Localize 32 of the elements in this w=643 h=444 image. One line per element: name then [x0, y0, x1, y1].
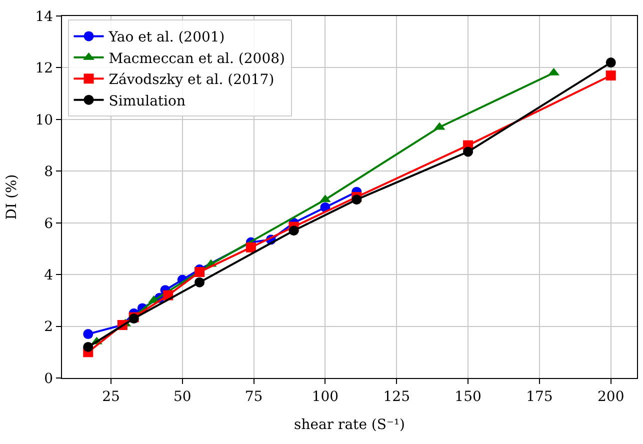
y-tick-label: 10	[35, 112, 54, 128]
x-tick-label: 25	[102, 388, 120, 405]
x-tick-label: 100	[312, 388, 339, 405]
point	[246, 242, 256, 252]
point	[606, 58, 616, 68]
point	[352, 194, 362, 205]
y-axis-title: DI (%)	[4, 174, 20, 220]
point	[194, 266, 205, 277]
x-tick-label: 175	[526, 388, 553, 405]
legend-label: Simulation	[108, 93, 186, 110]
y-tick-label: 12	[35, 60, 54, 77]
y-tick-label: 14	[35, 8, 54, 25]
x-axis-title: shear rate (S⁻¹)	[294, 417, 405, 434]
y-tick-label: 6	[44, 216, 54, 232]
point	[83, 342, 94, 352]
point	[606, 70, 616, 80]
point	[83, 329, 94, 340]
y-tick-label: 0	[44, 370, 54, 387]
x-tick-label: 200	[597, 388, 624, 405]
y-tick-label: 4	[44, 267, 54, 284]
point	[288, 226, 299, 236]
y-tick-label: 2	[44, 319, 54, 336]
legend-label: Závodszky et al. (2017)	[108, 72, 274, 88]
point	[194, 277, 205, 288]
x-tick-label: 50	[173, 388, 192, 405]
point	[463, 146, 474, 157]
legend-label: Yao et al. (2001)	[108, 30, 225, 46]
x-tick-label: 150	[454, 388, 482, 405]
y-tick-label: 8	[44, 164, 54, 180]
x-tick-label: 125	[383, 388, 410, 405]
x-tick-label: 75	[244, 388, 263, 405]
legend-label: Macmeccan et al. (2008)	[108, 50, 285, 67]
